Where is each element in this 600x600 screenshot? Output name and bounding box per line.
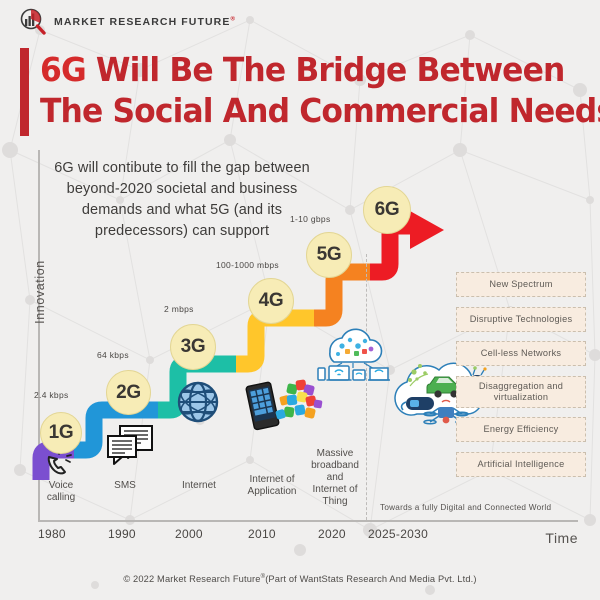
y-axis-line [38,150,40,522]
page-title: 6G Will Be The Bridge Between The Social… [20,48,600,136]
feature-cell-less-networks[interactable]: Cell-less Networks [456,341,586,366]
feature-energy-efficiency[interactable]: Energy Efficiency [456,417,586,442]
x-tick-1980: 1980 [38,527,66,541]
steplabel-massive-broadband-iot: Massive broadband and Internet of Thing [311,448,359,507]
gen-bubble-4g: 4G [248,278,294,324]
era-divider [366,254,367,520]
steplabel-voice-calling: Voice calling [46,480,76,503]
title-6g-accent: 6G [40,50,87,89]
brand-name: MARKET RESEARCH FUTURE® [54,16,236,28]
magnifier-barchart-logo-icon [20,8,46,35]
gen-bubble-3g: 3G [170,324,216,370]
intro-paragraph: 6G will contibute to fill the gap betwee… [54,160,310,239]
speed-label-1g: 2.4 kbps [34,390,69,400]
x-axis-line [38,520,578,522]
digital-world-caption: Towards a fully Digital and Connected Wo… [380,503,552,512]
gen-bubble-1g: 1G [40,412,82,454]
copyright-text-before: © 2022 Market Research Future [123,574,261,585]
gen-bubble-2g: 2G [106,370,151,415]
x-tick-2020: 2020 [318,527,346,541]
x-axis-label: Time [545,530,578,546]
globe-internet-icon [177,381,219,423]
steplabel-sms: SMS [114,480,136,491]
feature-disaggregation-virtualization[interactable]: Disaggregation and virtualization [456,375,586,408]
x-axis-ticks: 1980 1990 2000 2010 2020 2025-2030 [18,527,580,547]
copyright-text-after: (Part of WantStats Research And Media Pv… [265,574,477,585]
6g-feature-list: New Spectrum Disruptive Technologies Cel… [456,272,586,486]
steplabel-internet-of-application: Internet of Application [247,474,297,497]
x-tick-2010: 2010 [248,527,276,541]
smartphone-apps-icon [245,379,323,431]
x-tick-2000: 2000 [175,527,203,541]
speed-label-4g: 100-1000 mbps [216,260,279,270]
speed-label-5g: 1-10 gbps [290,214,331,224]
copyright-registered-mark: ® [260,574,266,580]
feature-artificial-intelligence[interactable]: Artificial Intelligence [456,451,586,477]
registered-mark: ® [230,16,236,23]
speed-label-3g: 2 mbps [164,304,194,314]
copyright-footer: © 2022 Market Research Future®(Part of W… [0,574,600,584]
title-accent-bar [20,48,29,136]
brand-logo: MARKET RESEARCH FUTURE® [18,8,236,36]
x-tick-2025-2030: 2025-2030 [368,527,429,541]
x-tick-1990: 1990 [108,527,136,541]
feature-new-spectrum[interactable]: New Spectrum [456,272,586,297]
sms-message-icon [107,425,153,465]
feature-disruptive-technologies[interactable]: Disruptive Technologies [456,306,586,332]
cloud-devices-icon [317,328,390,381]
title-line-1-rest: Will Be The Bridge Between [85,50,565,89]
title-line-2: The Social And Commercial Needs [40,91,600,130]
speed-label-2g: 64 kbps [97,350,129,360]
title-line-1: 6G Will Be The Bridge Between [40,49,600,90]
steplabel-internet: Internet [182,480,216,491]
gen-bubble-6g: 6G [363,186,411,234]
gen-bubble-5g: 5G [306,232,352,278]
